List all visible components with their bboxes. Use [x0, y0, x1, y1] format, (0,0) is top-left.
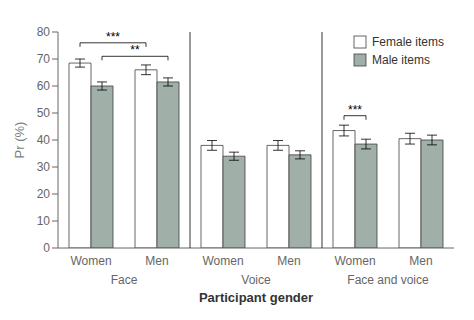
- svg-text:10: 10: [37, 214, 51, 228]
- svg-text:Men: Men: [145, 254, 168, 268]
- svg-text:20: 20: [37, 187, 51, 201]
- svg-text:Pr (%): Pr (%): [12, 122, 27, 159]
- svg-text:0: 0: [43, 241, 50, 255]
- svg-text:Participant gender: Participant gender: [199, 290, 313, 305]
- svg-text:Women: Women: [202, 254, 243, 268]
- svg-text:Male items: Male items: [372, 53, 430, 67]
- svg-text:Women: Women: [70, 254, 111, 268]
- svg-text:Men: Men: [277, 254, 300, 268]
- svg-text:80: 80: [37, 25, 51, 39]
- svg-text:Men: Men: [409, 254, 432, 268]
- svg-text:Voice: Voice: [241, 273, 271, 287]
- svg-text:40: 40: [37, 133, 51, 147]
- svg-text:Face and voice: Face and voice: [347, 273, 429, 287]
- svg-text:**: **: [130, 43, 140, 57]
- svg-text:30: 30: [37, 160, 51, 174]
- svg-text:50: 50: [37, 106, 51, 120]
- svg-text:70: 70: [37, 52, 51, 66]
- svg-text:Women: Women: [334, 254, 375, 268]
- svg-text:60: 60: [37, 79, 51, 93]
- svg-text:Face: Face: [111, 273, 138, 287]
- svg-text:***: ***: [348, 103, 362, 117]
- svg-text:Female items: Female items: [372, 35, 444, 49]
- svg-text:***: ***: [106, 30, 120, 44]
